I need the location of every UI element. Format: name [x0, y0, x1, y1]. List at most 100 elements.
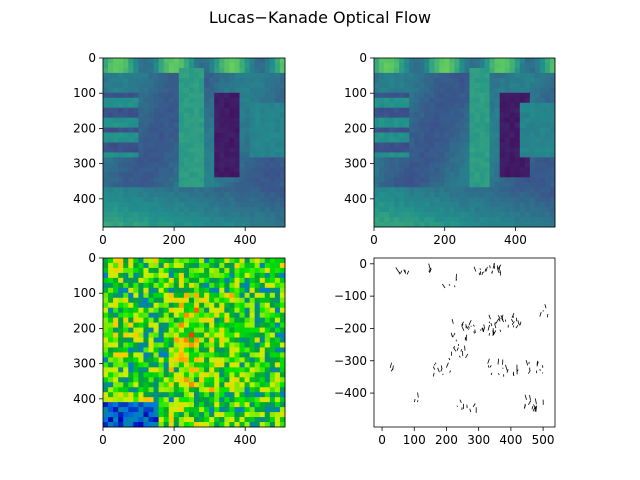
image-cell [158, 407, 165, 413]
image-cell [424, 77, 430, 84]
image-cell [489, 122, 496, 128]
image-cell [264, 367, 271, 373]
image-cell [429, 82, 435, 89]
image-cell [123, 82, 129, 89]
image-cell [153, 327, 160, 333]
image-cell [219, 277, 225, 284]
image-cell [209, 377, 215, 383]
image-cell [474, 117, 480, 124]
image-cell [424, 187, 430, 193]
x-tick-label: 400 [499, 433, 522, 447]
image-cell [519, 167, 526, 173]
image-cell [374, 97, 380, 104]
image-cell [173, 402, 180, 408]
flow-vector [461, 327, 465, 331]
image-cell [178, 97, 185, 104]
image-cell [234, 222, 240, 228]
image-cell [194, 258, 200, 264]
image-cell [163, 187, 170, 193]
image-cell [429, 122, 435, 128]
image-cell [384, 197, 390, 203]
image-cell [153, 187, 160, 193]
image-cell [264, 307, 271, 314]
image-cell [108, 152, 114, 158]
image-cell [158, 342, 165, 348]
image-cell [244, 352, 251, 358]
image-cell [244, 417, 251, 423]
image-cell [113, 187, 119, 193]
image-cell [173, 58, 180, 64]
image-cell [158, 142, 165, 148]
image-cell [103, 58, 109, 64]
image-cell [199, 197, 205, 203]
image-cell [204, 387, 210, 393]
image-cell [163, 282, 170, 289]
image-cell [168, 212, 175, 218]
image-cell [244, 97, 251, 104]
image-cell [209, 172, 215, 178]
image-cell [178, 282, 185, 289]
image-cell [499, 222, 506, 228]
image-cell [153, 302, 160, 309]
image-cell [219, 197, 225, 203]
image-cell [143, 222, 149, 228]
image-cell [384, 97, 390, 104]
flow-vector [488, 321, 491, 324]
image-cell [168, 292, 175, 299]
image-cell [409, 172, 415, 178]
image-cell [148, 222, 154, 228]
image-cell [229, 207, 235, 213]
image-cell [504, 72, 511, 79]
image-cell [514, 172, 521, 178]
image-cell [214, 107, 220, 114]
image-cell [449, 167, 455, 173]
image-cell [229, 342, 235, 348]
image-cell [113, 72, 119, 79]
image-cell [204, 107, 210, 114]
image-cell [269, 297, 276, 304]
image-cell [118, 192, 124, 198]
image-cell [494, 212, 501, 218]
image-cell [374, 102, 380, 109]
image-cell [219, 107, 225, 114]
image-cell [464, 182, 470, 188]
image-cell [158, 262, 165, 269]
image-cell [234, 77, 240, 84]
image-cell [259, 222, 266, 228]
image-cell [259, 412, 266, 418]
image-cell [409, 152, 415, 158]
image-cell [419, 187, 425, 193]
image-cell [259, 107, 266, 114]
image-cell [244, 342, 251, 348]
image-cell [199, 112, 205, 119]
image-cell [138, 58, 144, 64]
image-cell [274, 62, 281, 69]
image-cell [529, 212, 536, 218]
image-cell [214, 387, 220, 393]
image-cell [168, 137, 175, 143]
image-cell [379, 222, 385, 228]
image-cell [514, 157, 521, 163]
image-cell [128, 307, 134, 314]
image-cell [269, 347, 276, 353]
image-cell [454, 127, 460, 133]
image-cell [108, 217, 114, 223]
image-cell [153, 67, 160, 74]
image-cell [274, 92, 281, 99]
image-cell [183, 267, 190, 274]
image-cell [259, 142, 266, 148]
image-cell [229, 167, 235, 173]
image-cell [168, 297, 175, 304]
image-cell [158, 272, 165, 279]
image-cell [188, 312, 195, 319]
image-cell [529, 58, 536, 64]
image-cell [384, 157, 390, 163]
image-cell [229, 267, 235, 274]
image-cell [214, 337, 220, 343]
image-cell [254, 372, 261, 378]
image-cell [183, 212, 190, 218]
image-cell [414, 102, 420, 109]
image-cell [143, 102, 149, 109]
image-cell [224, 327, 230, 333]
image-cell [209, 87, 215, 94]
